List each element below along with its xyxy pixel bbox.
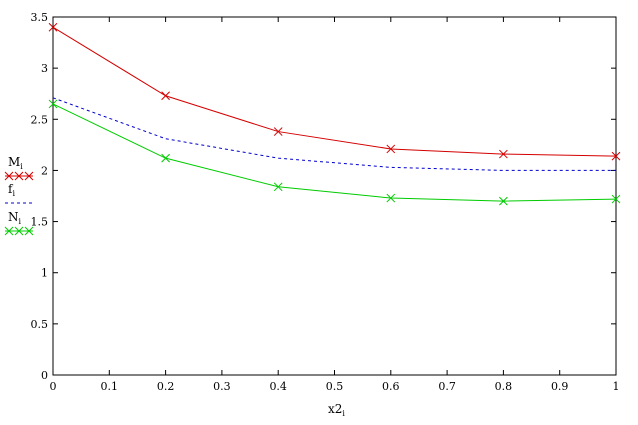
legend-marker bbox=[24, 226, 34, 236]
series-n bbox=[48, 99, 621, 206]
legend-marker bbox=[14, 171, 24, 181]
data-point-n bbox=[386, 193, 396, 203]
series-layer bbox=[48, 22, 621, 206]
x-tick-label: 0.5 bbox=[326, 380, 344, 393]
x-tick-label: 0.1 bbox=[101, 380, 119, 393]
x-tick-label: 0.2 bbox=[157, 380, 175, 393]
data-point-m bbox=[48, 22, 58, 32]
y-tick-label: 0.5 bbox=[31, 318, 49, 331]
x-tick-label: 0.9 bbox=[551, 380, 569, 393]
legend-label-m: Mi bbox=[8, 155, 23, 171]
legend-label-n: Ni bbox=[8, 210, 22, 226]
data-point-n bbox=[611, 194, 621, 204]
data-point-m bbox=[611, 151, 621, 161]
legend-swatch-m bbox=[4, 171, 34, 181]
legend-swatch-n bbox=[4, 226, 34, 236]
legend-marker bbox=[24, 171, 34, 181]
legend: Mi fi Ni bbox=[4, 155, 34, 236]
x-tick-label: 0.6 bbox=[382, 380, 400, 393]
data-point-m bbox=[161, 91, 170, 101]
series-line-m bbox=[52, 26, 617, 157]
series-line-f bbox=[52, 97, 616, 171]
x-tick-label: 0.8 bbox=[495, 380, 513, 393]
x-tick-label: 0.7 bbox=[438, 380, 456, 393]
y-tick-label: 2.5 bbox=[31, 113, 49, 126]
legend-label-f: fi bbox=[8, 182, 15, 198]
data-point-n bbox=[48, 99, 58, 109]
y-tick-label: 3 bbox=[41, 62, 48, 75]
data-point-m bbox=[499, 149, 508, 159]
y-tick-label: 1 bbox=[41, 267, 48, 280]
legend-marker bbox=[4, 171, 14, 181]
y-tick-label: 3.5 bbox=[31, 11, 49, 24]
data-point-n bbox=[273, 182, 283, 192]
axis-ticks: 0 0.1 0.2 0.3 0.4 0.5 0.6 0.7 0.8 0.9 1 0 0.5 1 1.5 2 2.… bbox=[31, 11, 620, 393]
series-line-n bbox=[52, 103, 617, 202]
series-m bbox=[48, 22, 621, 161]
plot-frame bbox=[52, 16, 617, 376]
series-f bbox=[52, 97, 616, 171]
data-point-n bbox=[499, 196, 508, 206]
y-tick-label: 0 bbox=[41, 369, 48, 382]
x-tick-label: 0 bbox=[50, 380, 57, 393]
legend-marker bbox=[14, 226, 24, 236]
x-tick-label: 1 bbox=[613, 380, 620, 393]
x-axis-title: x2i bbox=[328, 402, 345, 418]
y-tick-label: 2 bbox=[41, 164, 48, 177]
x-tick-label: 0.3 bbox=[213, 380, 231, 393]
data-point-n bbox=[161, 153, 170, 163]
data-point-m bbox=[273, 127, 283, 136]
legend-marker bbox=[4, 226, 14, 236]
data-point-m bbox=[386, 144, 396, 154]
x-tick-label: 0.4 bbox=[269, 380, 287, 393]
y-tick-label: 1.5 bbox=[31, 216, 49, 229]
